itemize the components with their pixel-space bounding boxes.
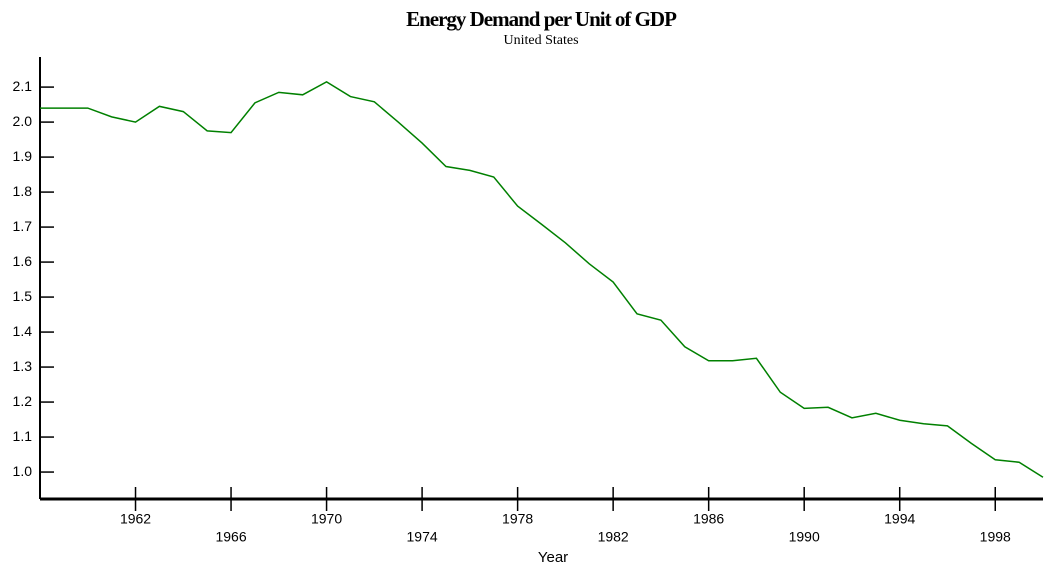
x-tick-label: 1994 — [884, 511, 915, 527]
x-tick-label: 1970 — [311, 511, 342, 527]
x-tick-label: 1986 — [693, 511, 724, 527]
x-tick-label: 1978 — [502, 511, 533, 527]
y-tick-label: 1.3 — [13, 358, 33, 374]
y-tick-label: 2.1 — [13, 78, 33, 94]
y-tick-label: 1.9 — [13, 148, 33, 164]
x-axis-label: Year — [538, 549, 568, 566]
y-tick-label: 1.4 — [13, 323, 33, 339]
y-tick-label: 1.1 — [13, 428, 33, 444]
x-tick-label: 1990 — [789, 529, 820, 545]
y-tick-label: 1.2 — [13, 393, 33, 409]
x-tick-label: 1982 — [598, 529, 629, 545]
y-tick-label: 1.6 — [13, 253, 33, 269]
y-tick-label: 1.5 — [13, 288, 33, 304]
y-tick-label: 1.0 — [13, 463, 33, 479]
x-tick-label: 1998 — [980, 529, 1011, 545]
chart-subtitle: United States — [503, 33, 578, 48]
data-line — [40, 80, 1044, 478]
x-tick-label: 1974 — [407, 529, 438, 545]
x-tick-label: 1966 — [215, 529, 246, 545]
chart-title: Energy Demand per Unit of GDP — [406, 7, 677, 31]
x-tick-label: 1962 — [120, 511, 151, 527]
y-tick-label: 1.8 — [13, 183, 33, 199]
y-tick-label: 2.0 — [13, 113, 33, 129]
y-tick-label: 1.7 — [13, 218, 33, 234]
